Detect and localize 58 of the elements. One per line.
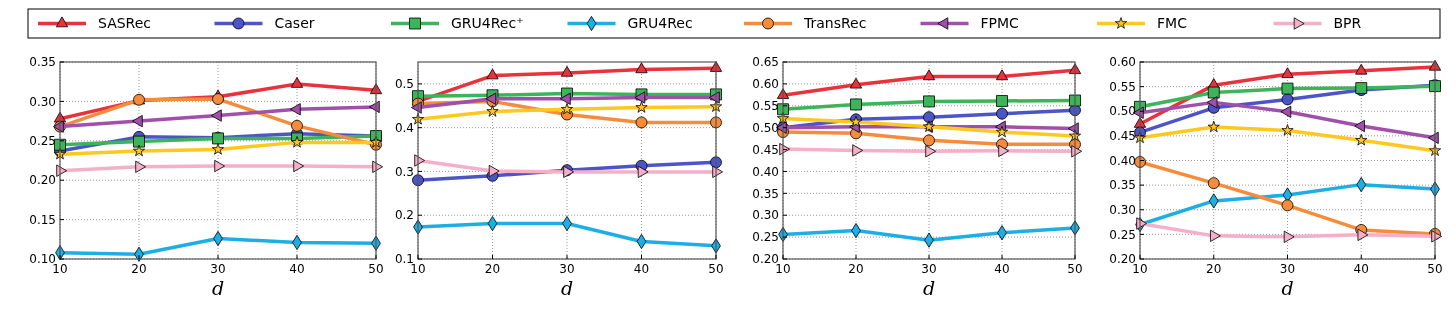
x-axis-title: d	[1281, 277, 1294, 299]
legend-label: TransRec	[803, 15, 867, 32]
x-tick-label: 40	[994, 262, 1010, 276]
legend-label: GRU4Rec	[627, 15, 693, 32]
x-tick-label: 50	[708, 262, 724, 276]
x-tick-label: 10	[775, 262, 791, 276]
y-tick-label: 0.60	[752, 77, 779, 92]
legend-label: GRU4Rec⁺	[451, 15, 524, 32]
y-tick-label: 0.30	[29, 94, 56, 109]
x-tick-label: 40	[1353, 262, 1369, 276]
x-tick-label: 10	[1132, 262, 1148, 276]
legend-label: Caser	[274, 15, 315, 32]
y-tick-label: 0.5	[394, 77, 414, 92]
y-tick-label: 0.50	[1109, 104, 1136, 119]
y-tick-label: 0.2	[394, 208, 414, 223]
x-tick-label: 50	[1427, 262, 1443, 276]
x-axis-title: d	[922, 277, 936, 299]
y-tick-label: 0.20	[29, 173, 56, 188]
x-tick-label: 50	[368, 262, 384, 276]
y-tick-label: 0.35	[1109, 178, 1136, 193]
x-tick-label: 50	[1067, 262, 1083, 276]
y-tick-label: 0.45	[752, 142, 779, 157]
x-tick-label: 10	[410, 262, 426, 276]
y-tick-label: 0.55	[752, 98, 779, 113]
x-tick-label: 20	[484, 262, 501, 276]
y-tick-label: 0.4	[394, 120, 414, 135]
y-tick-label: 0.25	[29, 134, 56, 148]
legend-label: BPR	[1333, 15, 1362, 32]
x-axis-title: d	[560, 277, 574, 299]
x-tick-label: 40	[289, 262, 305, 276]
x-tick-label: 40	[633, 262, 650, 276]
y-tick-label: 0.65	[752, 55, 779, 70]
y-tick-label: 0.40	[752, 164, 779, 179]
x-tick-label: 30	[921, 262, 937, 276]
x-tick-label: 30	[1279, 262, 1296, 276]
x-tick-label: 20	[131, 262, 147, 276]
y-tick-label: 0.25	[1109, 227, 1136, 242]
y-tick-label: 0.25	[752, 230, 779, 245]
y-tick-label: 0.30	[752, 208, 779, 223]
legend-label: SASRec	[98, 15, 152, 32]
y-tick-label: 0.15	[29, 212, 56, 227]
y-tick-label: 0.35	[29, 55, 56, 70]
y-tick-label: 0.50	[752, 120, 779, 135]
y-tick-label: 0.30	[1109, 202, 1136, 217]
y-tick-label: 0.55	[1109, 79, 1136, 94]
y-tick-label: 0.45	[1109, 129, 1136, 144]
x-tick-label: 30	[559, 262, 575, 276]
x-tick-label: 30	[210, 262, 226, 276]
y-tick-label: 0.35	[752, 186, 779, 201]
x-tick-label: 20	[1206, 262, 1222, 276]
x-tick-label: 20	[848, 262, 864, 276]
x-tick-label: 10	[52, 262, 68, 276]
x-axis-title: d	[211, 277, 225, 299]
legend-label: FMC	[1157, 15, 1188, 32]
legend-label: FPMC	[980, 15, 1020, 32]
y-tick-label: 0.60	[1109, 55, 1136, 70]
y-tick-label: 0.40	[1109, 153, 1136, 168]
y-tick-label: 0.3	[394, 164, 414, 179]
